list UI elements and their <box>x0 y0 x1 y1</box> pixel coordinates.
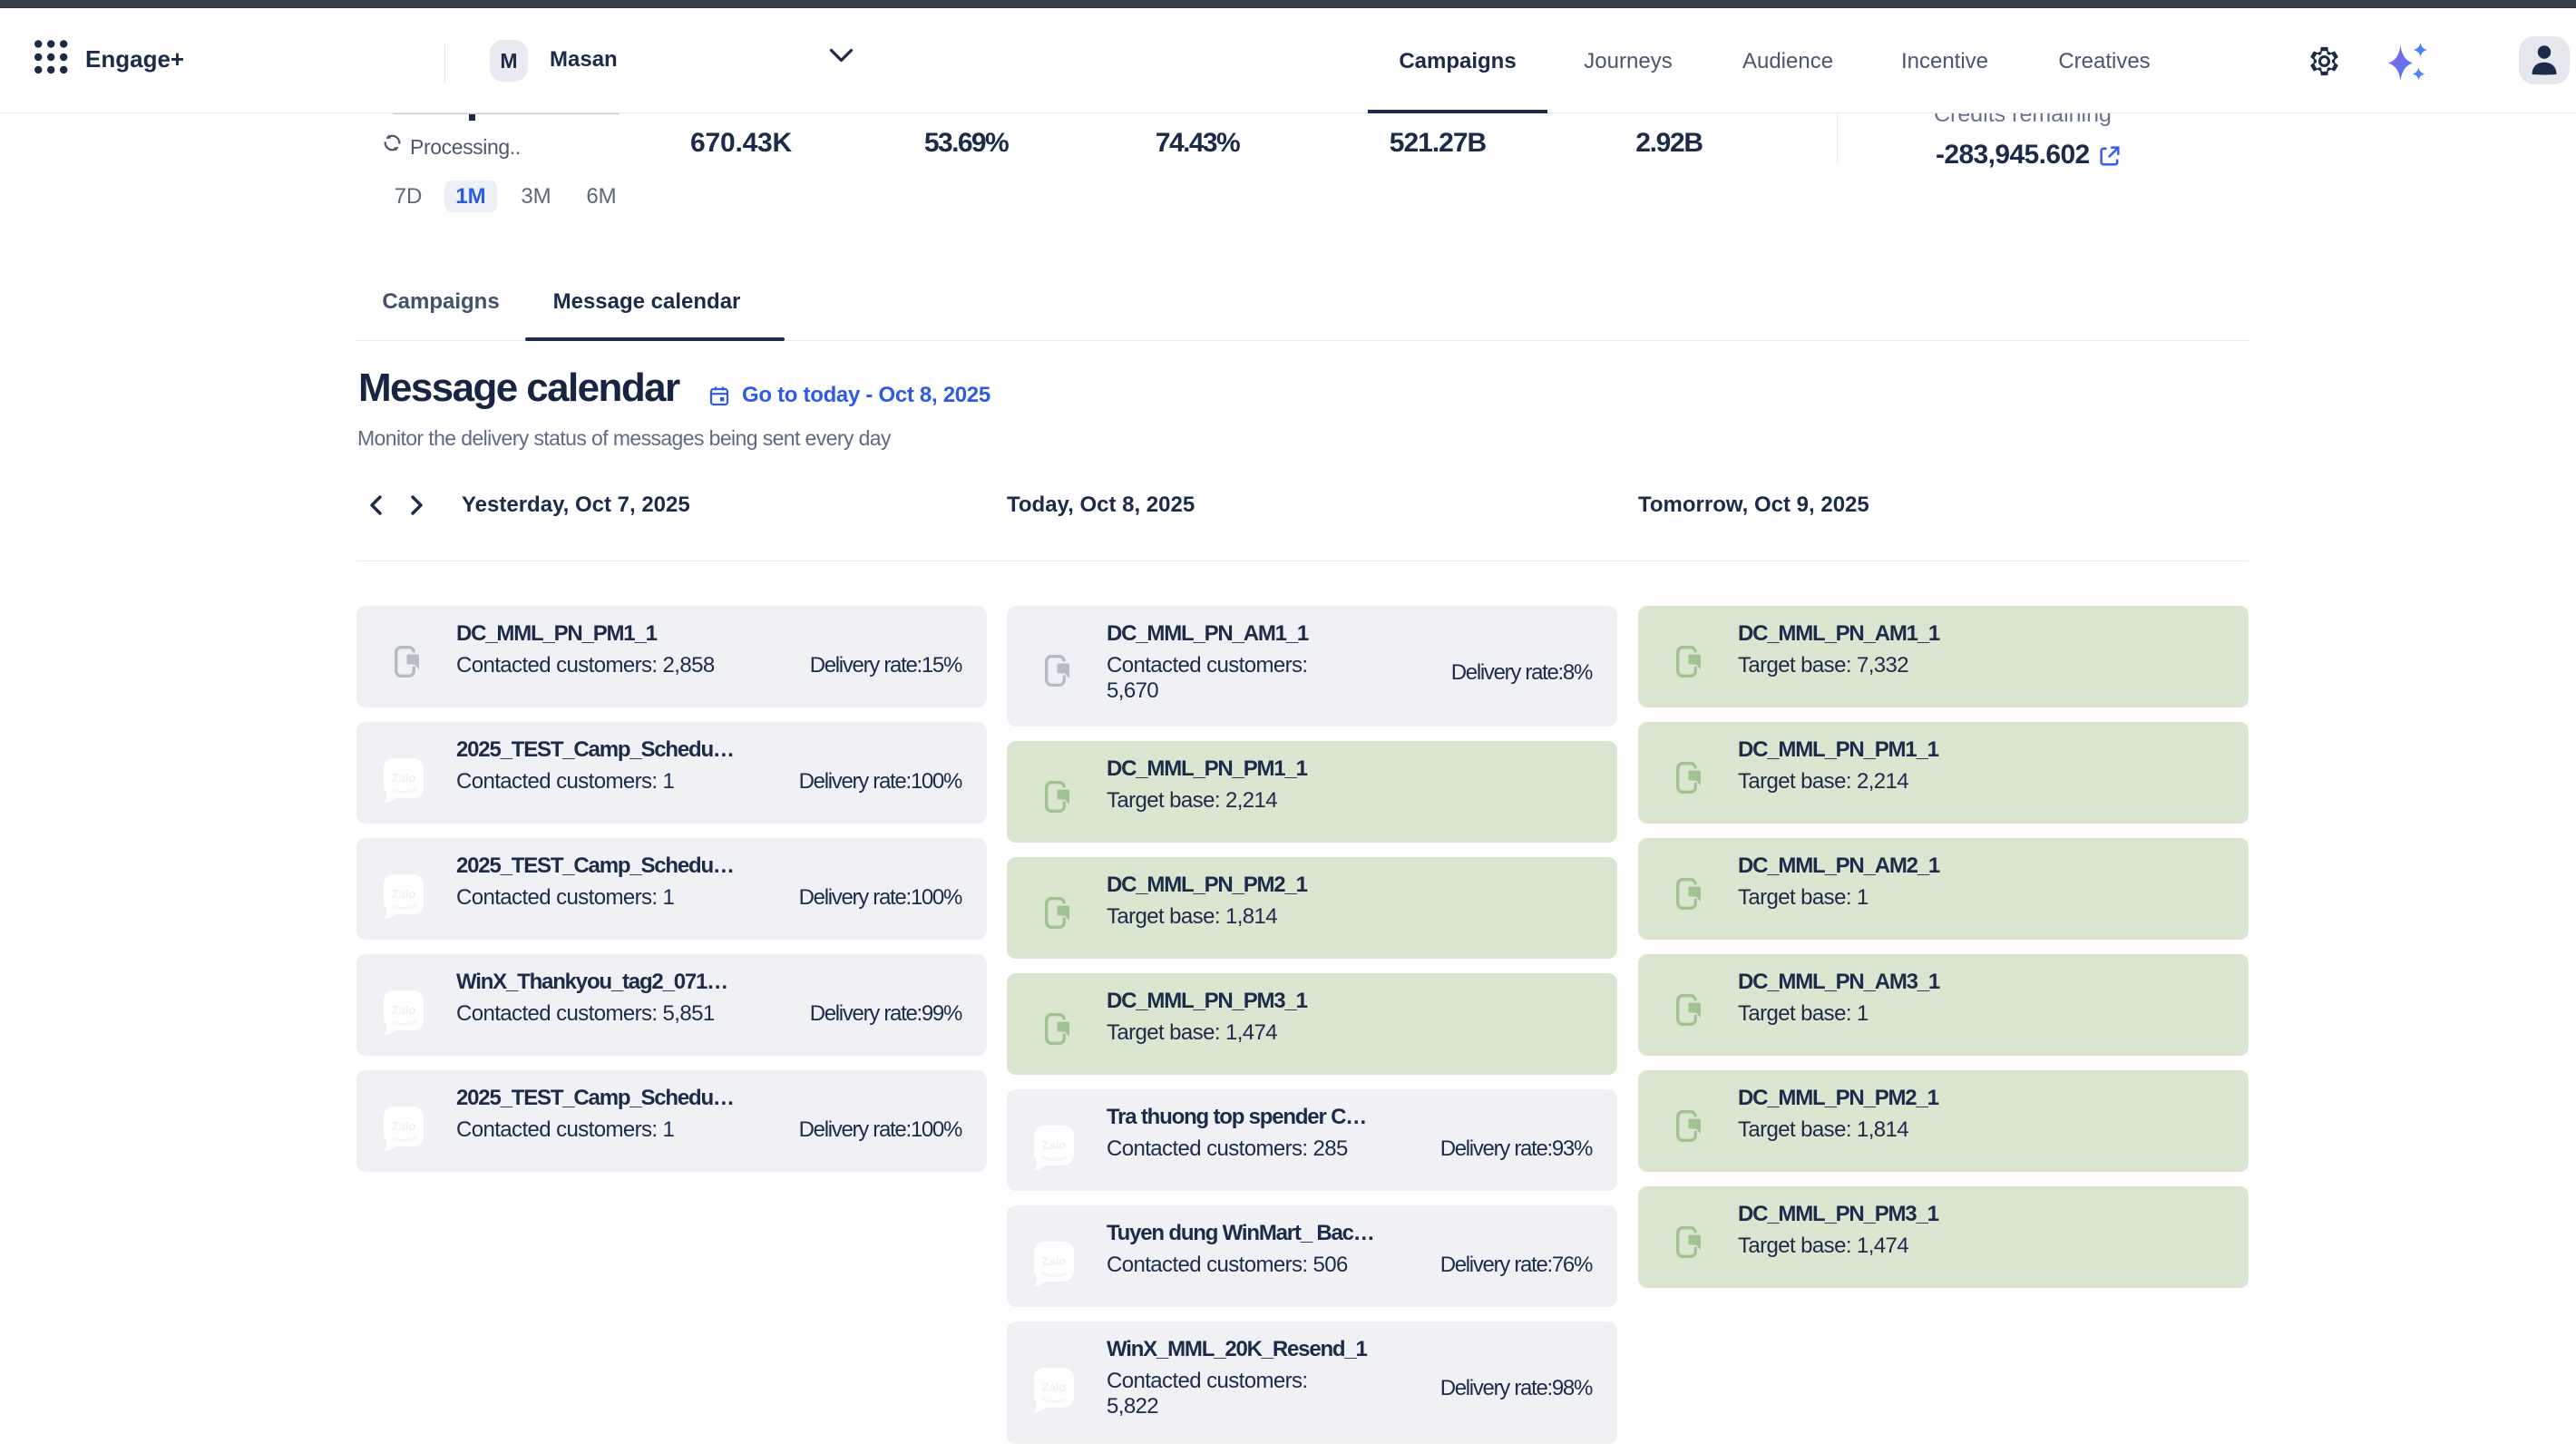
svg-text:Zalo: Zalo <box>392 1119 416 1133</box>
svg-text:Zalo: Zalo <box>392 1003 416 1017</box>
svg-text:Zalo: Zalo <box>1042 1380 1067 1394</box>
svg-text:Zalo: Zalo <box>392 887 416 901</box>
svg-text:Zalo: Zalo <box>1042 1138 1067 1152</box>
svg-text:Zalo: Zalo <box>1042 1254 1067 1268</box>
svg-text:Zalo: Zalo <box>392 771 416 785</box>
